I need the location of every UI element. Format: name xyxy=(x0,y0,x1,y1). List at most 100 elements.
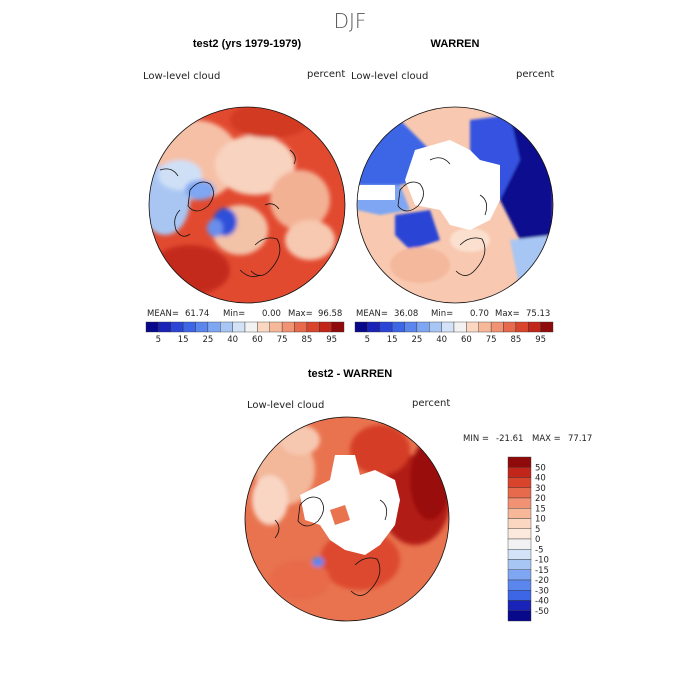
colorbar-swatch xyxy=(281,321,295,333)
colorbar-swatch xyxy=(182,321,196,333)
panel-test2: test2 (yrs 1979-1979) Low-level cloud pe… xyxy=(143,38,346,345)
colorbar-swatch xyxy=(478,321,492,333)
stat-min-label: Min= xyxy=(223,309,245,319)
colorbar-swatch xyxy=(453,321,467,333)
colorbar-swatch xyxy=(507,579,532,591)
colorbar-tick-label: 85 xyxy=(510,335,521,345)
colorbar-swatch xyxy=(507,600,532,611)
panel-diff-stats: MIN = -21.61 MAX = 77.17 xyxy=(463,434,592,444)
colorbar-swatch xyxy=(507,508,532,519)
colorbar-swatch xyxy=(507,590,532,601)
colorbar-swatch xyxy=(507,610,532,622)
panel-test2-units: percent xyxy=(307,69,345,80)
colorbar-swatch xyxy=(319,321,332,333)
colorbar-swatch xyxy=(441,321,455,333)
colorbar-tick-label: 10 xyxy=(535,515,546,525)
colorbar-swatch xyxy=(507,569,532,581)
colorbar-tick-label: -5 xyxy=(535,545,543,555)
colorbar-swatch xyxy=(528,321,541,333)
colorbar-tick-label: 40 xyxy=(227,335,238,345)
panel-warren-stats: MEAN= 36.08 Min= 0.70 Max= 75.13 xyxy=(356,309,550,319)
colorbar-swatch xyxy=(507,518,532,529)
colorbar-swatch xyxy=(507,549,532,560)
colorbar-swatch xyxy=(331,321,345,333)
panel-warren-map xyxy=(357,107,553,303)
colorbar-swatch xyxy=(507,528,532,540)
panel-diff-field: Low-level cloud xyxy=(247,400,324,411)
stat-min-value: 0.70 xyxy=(470,309,489,319)
colorbar-swatch xyxy=(507,538,532,550)
colorbar-tick-label: 5 xyxy=(365,335,370,345)
colorbar-tick-label: -10 xyxy=(535,556,549,566)
colorbar-tick-label: 25 xyxy=(202,335,213,345)
stat-min-label: MIN = xyxy=(463,434,489,444)
panel-warren-border xyxy=(356,106,554,304)
colorbar-tick-label: -15 xyxy=(535,566,549,576)
colorbar-tick-label: 30 xyxy=(535,484,546,494)
panel-warren-colorbar: 5 15 25 40 60 75 85 95 xyxy=(354,321,554,345)
stat-min-value: -21.61 xyxy=(496,434,523,444)
stat-min-value: 0.00 xyxy=(262,309,281,319)
colorbar-swatch xyxy=(306,321,320,333)
colorbar-tick-label: 60 xyxy=(252,335,263,345)
colorbar-swatch xyxy=(354,321,368,333)
colorbar-swatch xyxy=(220,321,233,333)
stat-mean-value: 61.74 xyxy=(185,309,209,319)
colorbar-swatch xyxy=(195,321,209,333)
colorbar-swatch xyxy=(207,321,221,333)
panel-warren-title: WARREN xyxy=(431,38,480,50)
colorbar-swatch xyxy=(170,321,184,333)
colorbar-tick-label: 20 xyxy=(535,494,546,504)
colorbar-tick-label: 95 xyxy=(535,335,546,345)
colorbar-swatch xyxy=(507,477,532,488)
colorbar-swatch xyxy=(429,321,442,333)
colorbar-swatch xyxy=(379,321,393,333)
colorbar-swatch xyxy=(367,321,380,333)
colorbar-swatch xyxy=(257,321,270,333)
colorbar-tick-label: 75 xyxy=(486,335,497,345)
colorbar-swatch xyxy=(507,456,532,468)
colorbar-swatch xyxy=(244,321,258,333)
colorbar-tick-label: 40 xyxy=(436,335,447,345)
stat-mean-value: 36.08 xyxy=(394,309,418,319)
stat-max-label: Max= xyxy=(288,309,313,319)
colorbar-tick-label: 85 xyxy=(301,335,312,345)
colorbar-swatch xyxy=(158,321,171,333)
panel-test2-field: Low-level cloud xyxy=(143,71,220,82)
panel-diff-border xyxy=(244,416,450,622)
colorbar-swatch xyxy=(404,321,418,333)
colorbar-swatch xyxy=(503,321,517,333)
colorbar-tick-label: -50 xyxy=(535,607,549,617)
panel-test2-map xyxy=(149,107,345,303)
colorbar-tick-label: 15 xyxy=(387,335,398,345)
panel-diff-units: percent xyxy=(412,398,450,409)
panel-test2-border xyxy=(148,106,346,304)
panel-diff: test2 - WARREN Low-level cloud percent xyxy=(244,368,592,622)
stat-mean-label: MEAN= xyxy=(147,309,179,319)
colorbar-swatch xyxy=(490,321,504,333)
colorbar-tick-label: 60 xyxy=(461,335,472,345)
colorbar-tick-label: 5 xyxy=(535,525,540,535)
colorbar-tick-label: 15 xyxy=(535,504,546,514)
colorbar-tick-label: 50 xyxy=(535,463,546,473)
panel-test2-colorbar: 5 15 25 40 60 75 85 95 xyxy=(145,321,345,345)
stat-min-label: Min= xyxy=(431,309,453,319)
season-title: DJF xyxy=(334,9,367,33)
panel-diff-map xyxy=(245,417,449,621)
colorbar-tick-label: 5 xyxy=(156,335,161,345)
stat-max-value: 77.17 xyxy=(568,434,592,444)
panel-test2-stats: MEAN= 61.74 Min= 0.00 Max= 96.58 xyxy=(147,309,342,319)
colorbar-swatch xyxy=(416,321,430,333)
colorbar-swatch xyxy=(145,321,159,333)
colorbar-swatch xyxy=(466,321,479,333)
colorbar-tick-label: -20 xyxy=(535,576,549,586)
colorbar-swatch xyxy=(515,321,529,333)
colorbar-swatch xyxy=(507,559,532,570)
panel-diff-title: test2 - WARREN xyxy=(308,368,392,380)
stat-max-value: 75.13 xyxy=(526,309,550,319)
colorbar-swatch xyxy=(507,497,532,509)
panel-warren-units: percent xyxy=(516,69,554,80)
colorbar-tick-label: -40 xyxy=(535,597,549,607)
